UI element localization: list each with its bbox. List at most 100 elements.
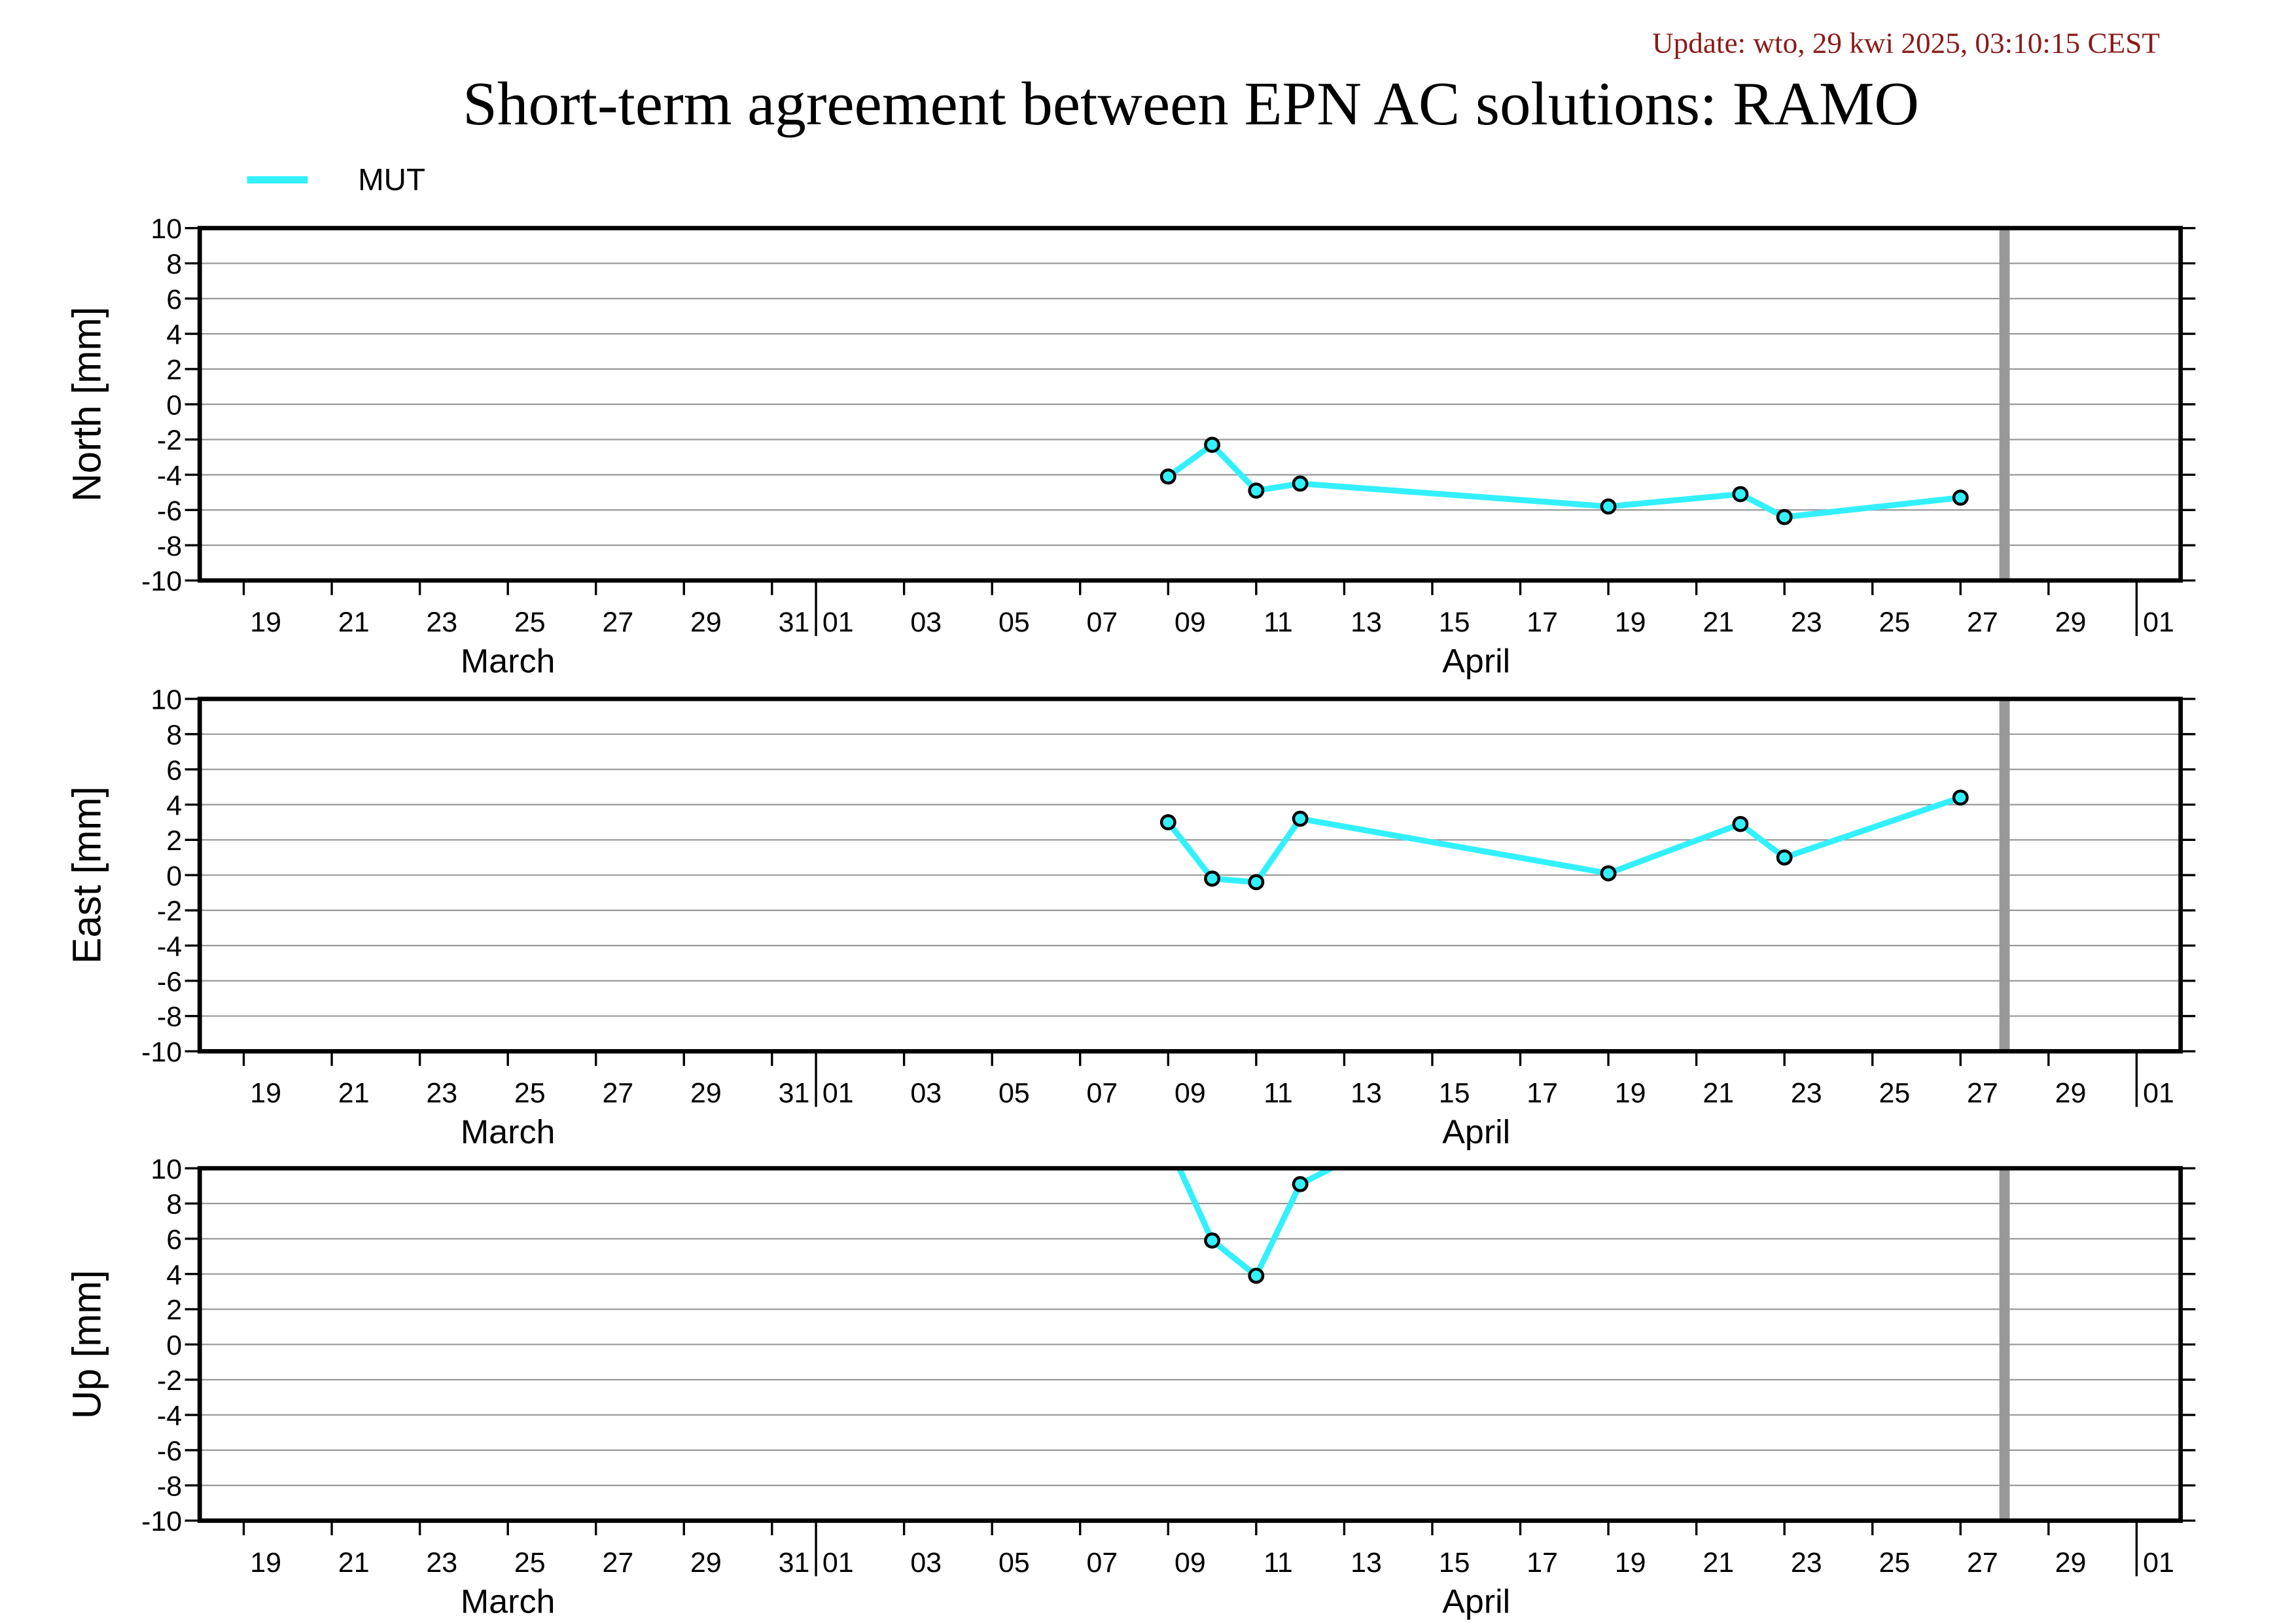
x-tick-label: 01 [2143,607,2174,638]
x-tick-label: 11 [1263,607,1293,638]
x-tick-label: 07 [1087,607,1118,638]
x-tick-label: 19 [1615,1078,1646,1109]
data-point [1292,475,1309,492]
data-point [1159,814,1176,830]
y-tick-label: -10 [141,566,182,597]
month-label: April [1442,642,1510,680]
x-tick-label: 13 [1351,1547,1382,1578]
x-tick-label: 27 [1967,607,1998,638]
data-point [1600,865,1617,882]
x-tick-label: 01 [822,1547,854,1578]
plot-area [1159,437,1969,526]
y-tick-label: 8 [166,720,182,751]
x-tick-label: 05 [998,607,1030,638]
x-tick-label: 15 [1439,607,1470,638]
y-tick-label: 6 [166,755,182,787]
data-point [1161,1137,1174,1150]
data-point [1600,498,1617,515]
x-tick-label: 05 [998,1078,1030,1109]
y-tick-label: -10 [141,1037,182,1068]
y-tick-label: -8 [157,1001,182,1033]
x-tick-label: 15 [1439,1078,1470,1109]
x-tick-label: 03 [910,1547,942,1578]
x-tick-label: 27 [602,607,633,638]
x-tick-label: 21 [338,1078,370,1109]
y-tick-label: 2 [166,355,182,386]
data-point [1204,1232,1221,1249]
y-tick-label: -2 [157,1365,182,1397]
data-point [1204,437,1221,453]
data-point [1292,810,1309,827]
x-tick-label: 17 [1527,607,1558,638]
data-point [1732,815,1749,832]
x-tick-label: 29 [690,1078,722,1109]
series-line [1166,442,1961,520]
y-axis-label: East [mm] [64,786,109,963]
x-tick-label: 25 [1879,1547,1910,1578]
data-point [1159,468,1176,485]
x-tick-label: 21 [1703,1547,1734,1578]
x-tick-label: 19 [250,1547,281,1578]
x-tick-label: 01 [2143,1547,2174,1578]
x-tick-label: 09 [1174,1078,1206,1109]
month-label: April [1442,1113,1510,1150]
y-tick-label: 4 [166,319,182,351]
y-axis-label: North [mm] [64,307,109,502]
x-tick-label: 07 [1087,1078,1118,1109]
x-tick-label: 29 [2055,1547,2087,1578]
x-tick-label: 29 [690,1547,722,1578]
x-tick-label: 23 [426,1078,457,1109]
update-note: Update: wto, 29 kwi 2025, 03:10:15 CEST [1652,27,2160,60]
chart-title: Short-term agreement between EPN AC solu… [463,70,1919,137]
x-tick-label: 11 [1263,1078,1293,1109]
plot-area [1161,1021,1615,1284]
x-tick-label: 19 [1615,607,1646,638]
y-tick-label: 4 [166,790,182,821]
y-tick-label: 4 [166,1260,182,1291]
x-tick-label: 09 [1174,1547,1206,1578]
x-tick-label: 31 [779,607,810,638]
y-tick-label: 6 [166,284,182,315]
y-tick-label: -6 [157,967,182,998]
x-tick-label: 19 [250,607,281,638]
y-tick-label: 0 [166,390,182,421]
x-tick-label: 21 [1703,607,1734,638]
x-tick-label: 27 [1967,1547,1998,1578]
x-tick-label: 23 [1791,1078,1822,1109]
x-tick-label: 19 [1615,1547,1646,1578]
y-tick-label: 10 [150,685,182,716]
y-tick-label: 0 [166,1330,182,1361]
y-tick-label: 2 [166,825,182,857]
x-tick-label: 03 [910,607,942,638]
y-tick-label: -4 [157,1400,182,1432]
y-tick-label: -4 [157,460,182,491]
x-tick-label: 29 [2055,1078,2087,1109]
x-tick-label: 31 [779,1547,810,1578]
x-tick-label: 19 [250,1078,281,1109]
plot-area [1159,789,1969,891]
y-tick-label: 8 [166,1189,182,1221]
x-tick-label: 13 [1351,1078,1382,1109]
data-point [1602,1021,1615,1034]
y-tick-label: -8 [157,531,182,562]
x-tick-label: 31 [779,1078,810,1109]
data-point [1732,486,1749,503]
y-tick-label: -4 [157,931,182,963]
month-label: March [461,642,555,680]
data-point [1204,870,1221,887]
x-tick-label: 01 [822,607,854,638]
plot-frame [197,696,2183,1054]
x-tick-label: 25 [1879,607,1910,638]
y-tick-label: -6 [157,495,182,527]
data-point [1248,482,1265,499]
data-point [1952,789,1969,806]
y-tick-label: 10 [150,213,182,245]
data-point [1248,874,1265,891]
plot-frame [197,226,2183,583]
y-tick-label: 8 [166,249,182,280]
month-label: March [461,1582,555,1620]
x-tick-label: 25 [1879,1078,1910,1109]
x-tick-label: 25 [514,607,546,638]
data-point [1776,849,1793,866]
data-point [1292,1176,1309,1192]
